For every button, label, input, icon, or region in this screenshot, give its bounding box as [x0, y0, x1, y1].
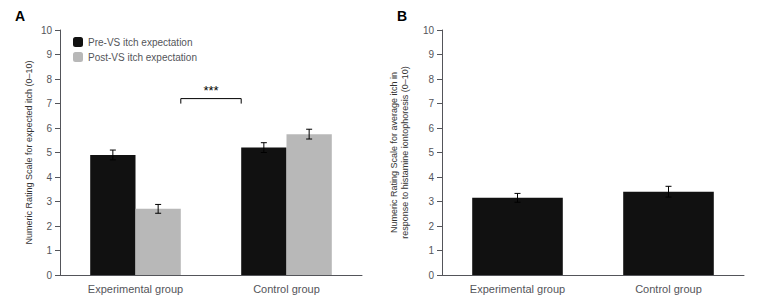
- svg-text:1: 1: [428, 245, 434, 256]
- svg-text:7: 7: [46, 98, 52, 109]
- svg-text:8: 8: [428, 74, 434, 85]
- svg-text:10: 10: [423, 25, 435, 36]
- svg-text:Numeric Rating Scale for avera: Numeric Rating Scale for average itch in: [389, 72, 399, 233]
- svg-text:B: B: [397, 8, 407, 24]
- svg-text:0: 0: [428, 270, 434, 281]
- svg-text:4: 4: [46, 172, 52, 183]
- svg-text:6: 6: [46, 123, 52, 134]
- svg-text:9: 9: [428, 49, 434, 60]
- svg-text:Pre-VS itch expectation: Pre-VS itch expectation: [88, 37, 193, 48]
- svg-text:A: A: [15, 8, 25, 24]
- svg-text:3: 3: [46, 196, 52, 207]
- svg-text:***: ***: [203, 83, 218, 98]
- svg-text:response to histamine iontopho: response to histamine iontophoresis (0–1…: [400, 66, 410, 239]
- svg-text:8: 8: [46, 74, 52, 85]
- svg-text:Numeric Rating Scale for expec: Numeric Rating Scale for expected itch (…: [24, 60, 34, 244]
- svg-text:4: 4: [428, 172, 434, 183]
- svg-text:2: 2: [46, 221, 52, 232]
- svg-text:Control group: Control group: [253, 283, 320, 295]
- svg-text:Experimental group: Experimental group: [88, 283, 183, 295]
- svg-text:2: 2: [428, 221, 434, 232]
- svg-text:7: 7: [428, 98, 434, 109]
- svg-text:9: 9: [46, 49, 52, 60]
- svg-text:5: 5: [46, 147, 52, 158]
- svg-text:5: 5: [428, 147, 434, 158]
- svg-text:1: 1: [46, 245, 52, 256]
- svg-text:6: 6: [428, 123, 434, 134]
- svg-text:Control group: Control group: [635, 283, 702, 295]
- svg-text:Experimental group: Experimental group: [470, 283, 565, 295]
- svg-text:10: 10: [41, 25, 53, 36]
- svg-text:Post-VS itch expectation: Post-VS itch expectation: [88, 52, 197, 63]
- svg-text:0: 0: [46, 270, 52, 281]
- svg-text:3: 3: [428, 196, 434, 207]
